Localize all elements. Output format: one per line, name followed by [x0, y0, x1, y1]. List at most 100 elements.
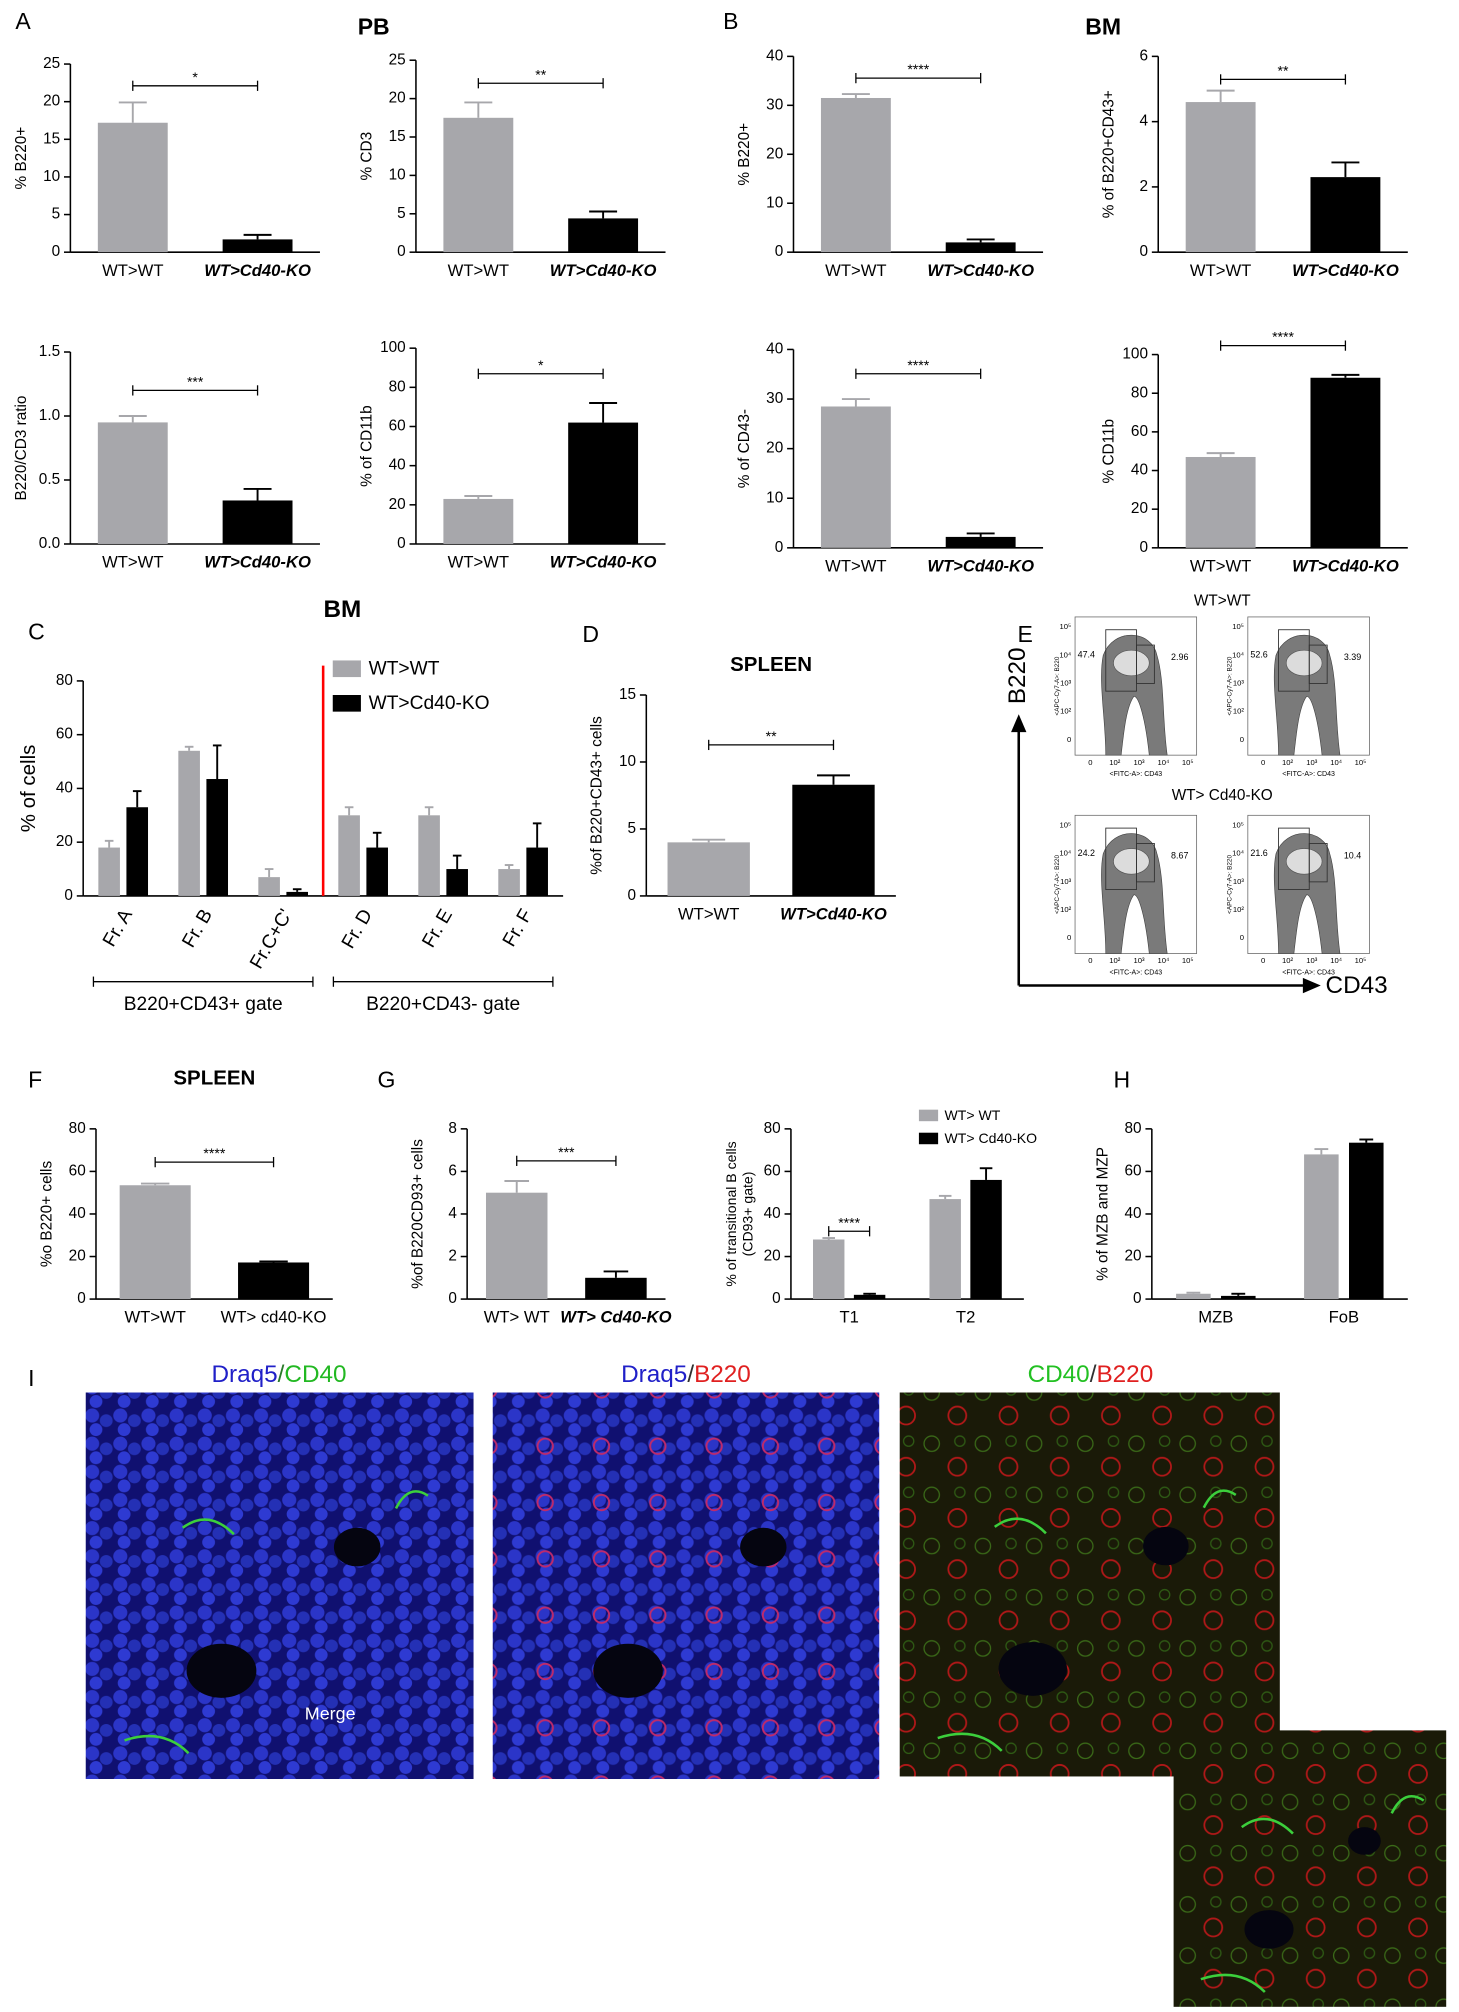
- x-tick-label: WT>Cd40-KO: [927, 261, 1034, 280]
- flow-tick: 10⁵: [1182, 956, 1194, 965]
- y-tick-label: 2: [1139, 178, 1148, 195]
- flow-tick: 0: [1088, 956, 1092, 965]
- bar: [178, 750, 200, 896]
- y-axis-label: % of MZB and MZP: [1094, 1147, 1111, 1281]
- x-tick-label: WT>WT: [1190, 261, 1251, 280]
- legend-swatch: [918, 1132, 939, 1145]
- y-tick-label: 20: [766, 440, 783, 457]
- significance-label: ****: [907, 357, 929, 373]
- arrow-head: [1302, 977, 1321, 994]
- legend-label: WT> Cd40-KO: [945, 1130, 1038, 1146]
- y-axis-label: % of CD43-: [736, 409, 753, 488]
- image-title-part: /: [1090, 1361, 1097, 1388]
- micrograph: [899, 1392, 1280, 1777]
- image-title-part: CD40: [284, 1361, 346, 1388]
- bar: [126, 807, 149, 896]
- chart: 0 5 10 15 20 25 % B220+ WT>WT WT>Cd40-KO *: [13, 55, 320, 280]
- y-tick-label: 1.0: [39, 407, 60, 424]
- image-title-part: /: [278, 1361, 285, 1388]
- flow-tick: 0: [1067, 933, 1071, 942]
- flow-tick: 10⁵: [1355, 758, 1367, 767]
- micrograph: [1173, 1730, 1447, 2007]
- y-tick-label: 40: [69, 1205, 86, 1222]
- x-tick-label: T2: [956, 1308, 975, 1327]
- y-tick-label: 60: [389, 418, 406, 435]
- cd40-signal: [124, 1490, 429, 1755]
- y-tick-label: 4: [448, 1205, 457, 1222]
- gate: [1308, 843, 1328, 883]
- flow-tick: 10⁵: [1355, 956, 1367, 965]
- bar: [443, 498, 514, 544]
- significance-label: ****: [203, 1145, 225, 1161]
- flow-tick: 10³: [1306, 758, 1318, 767]
- tissue-void: [998, 1642, 1067, 1696]
- flow-tick: 0: [1240, 735, 1244, 744]
- x-tick-label: WT>WT: [102, 261, 163, 280]
- flow-tick: 10²: [1060, 707, 1072, 716]
- bar: [1185, 102, 1256, 253]
- x-tick-label: Fr. B: [179, 906, 217, 952]
- y-tick-label: 10: [766, 489, 783, 506]
- y-tick-label: 100: [380, 339, 406, 356]
- image-title-part: CD40: [1028, 1361, 1090, 1388]
- bar: [945, 242, 1016, 253]
- legend-label: WT> WT: [945, 1107, 1001, 1123]
- flow-panel: WT>WT WT> Cd40-KO B220 CD43 47.4 2.96 <APC-Cy7…: [1004, 593, 1388, 1000]
- bar: [286, 891, 308, 896]
- bar: [498, 869, 520, 896]
- y-tick-label: 80: [764, 1120, 781, 1137]
- bar: [585, 1277, 647, 1300]
- significance-label: ****: [907, 61, 929, 77]
- y-tick-label: 8: [448, 1120, 457, 1137]
- chart: 0 20 40 60 80 % of cells BM Fr. A Fr. B Fr.C+C' Fr…: [17, 596, 564, 1015]
- y-tick-label: 6: [1139, 47, 1148, 64]
- y-tick-label: 0: [1133, 1290, 1142, 1307]
- y-tick-label: 25: [389, 51, 406, 68]
- y-tick-label: 0: [448, 1290, 457, 1307]
- flow-tick: 10⁴: [1232, 650, 1244, 659]
- y-tick-label: 40: [1125, 1205, 1142, 1222]
- gate-value: 21.6: [1250, 848, 1267, 858]
- x-tick-label: FoB: [1329, 1308, 1360, 1327]
- x-tick-label: WT>WT: [448, 553, 509, 572]
- micrograph: [492, 1392, 880, 1780]
- flow-tick: 10²: [1109, 956, 1121, 965]
- y-tick-label: 40: [766, 341, 783, 358]
- tissue-void: [740, 1527, 787, 1567]
- tissue-void: [593, 1643, 663, 1698]
- y-tick-label: 60: [69, 1162, 86, 1179]
- x-tick-label: Fr. D: [338, 906, 377, 953]
- flow-tick: 10⁴: [1059, 650, 1071, 659]
- y-tick-label: 80: [1125, 1120, 1142, 1137]
- bar: [446, 869, 468, 896]
- y-tick-label: 30: [766, 96, 783, 113]
- flow-title: WT>WT: [1194, 593, 1251, 610]
- image-title: Draq5/B220: [621, 1361, 751, 1388]
- y-tick-label: 15: [389, 128, 406, 145]
- bar: [1310, 377, 1381, 548]
- flow-axis-label: B220: [1004, 647, 1031, 704]
- y-tick-label: 80: [56, 672, 73, 689]
- y-tick-label: 0: [775, 243, 784, 260]
- flow-title: WT> Cd40-KO: [1172, 787, 1273, 804]
- image-title: CD40/B220: [1028, 1361, 1154, 1388]
- y-tick-label: 0: [772, 1290, 781, 1307]
- flow-core: [1113, 649, 1150, 677]
- y-tick-label: 0.5: [39, 471, 60, 488]
- gate-value: 47.4: [1078, 650, 1095, 660]
- y-axis-label: %of B220CD93+ cells: [410, 1139, 427, 1289]
- x-tick-label: WT>Cd40-KO: [550, 553, 657, 572]
- flow-tick: 0: [1088, 758, 1092, 767]
- flow-plot-ylabel: <APC-Cy7-A>: B220: [1227, 656, 1234, 715]
- y-tick-label: 10: [389, 166, 406, 183]
- y-tick-label: 5: [397, 205, 406, 222]
- bar: [98, 847, 120, 896]
- x-tick-label: WT>Cd40-KO: [927, 556, 1034, 575]
- gate: [1136, 843, 1155, 883]
- y-tick-label: 25: [43, 55, 60, 72]
- bar: [667, 842, 750, 896]
- y-axis-label: (CD93+ gate): [739, 1172, 755, 1257]
- x-tick-label: WT> cd40-KO: [221, 1308, 327, 1327]
- bar: [970, 1179, 1002, 1300]
